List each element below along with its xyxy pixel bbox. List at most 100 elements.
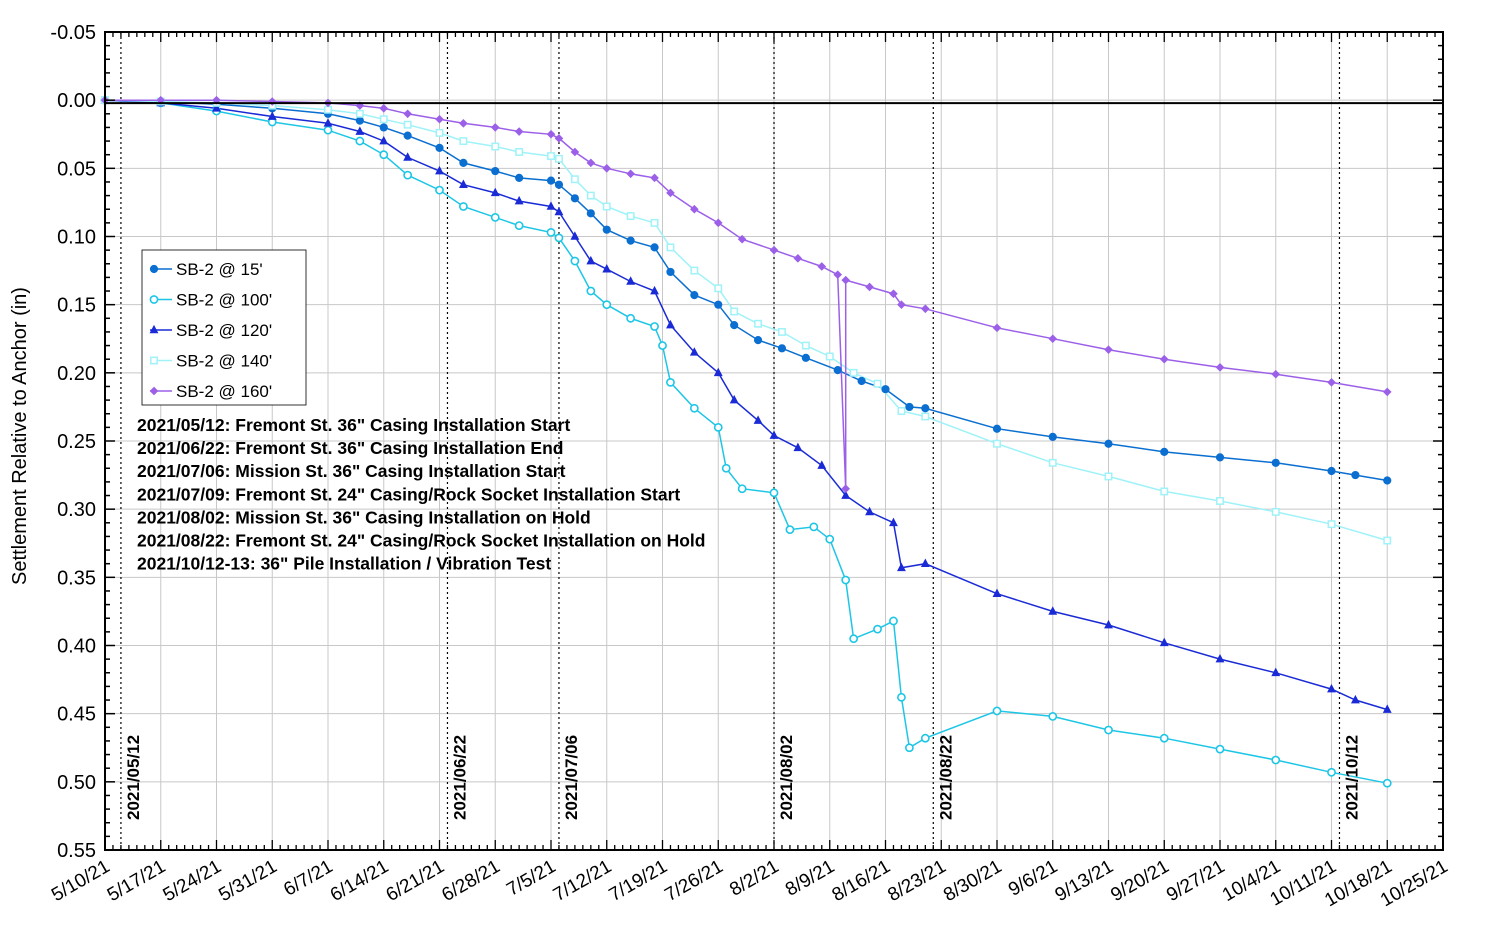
data-point [570,194,579,203]
data-point [690,291,699,300]
data-point [992,706,1002,716]
data-point [1271,369,1281,379]
data-point [713,422,723,432]
data-point [809,522,819,532]
data-point [889,289,898,299]
event-label: 2021/05/12 [124,735,143,820]
data-point [801,353,810,362]
legend-label: SB-2 @ 140' [176,352,272,371]
data-point [570,256,580,266]
data-point [267,111,277,120]
y-tick-labels: -0.05 0.00 0.05 0.10 0.15 0.20 0.25 0.30 0.35 0.4… [50,22,96,862]
legend-label: SB-2 @ 120' [176,321,272,340]
data-point [1216,497,1224,505]
data-point [459,158,468,167]
data-point [514,221,524,230]
data-point [897,562,906,572]
data-point [403,131,412,140]
data-point [1327,767,1336,777]
data-point [554,134,564,143]
data-point [729,394,739,404]
data-point [785,525,795,535]
legend-label: SB-2 @ 160' [176,382,272,401]
y-axis-title: Settlement Relative to Anchor (in) [9,287,31,585]
data-point [1271,458,1280,467]
y-tick-label: 0.50 [57,772,96,794]
data-point [491,166,500,176]
data-point [992,424,1002,433]
legend-box [141,249,307,406]
data-point [849,634,859,644]
data-point [1327,466,1336,476]
data-point [491,142,500,151]
data-point [626,313,636,323]
note-line: 2021/07/06: Mission St. 36" Casing Insta… [137,461,566,481]
data-point [149,324,159,334]
y-tick-label: -0.05 [50,22,96,44]
data-point [1327,378,1336,387]
data-point [1048,458,1057,467]
data-point [379,123,388,132]
data-point [1382,704,1392,713]
data-point [403,120,412,129]
data-point [554,233,564,243]
data-point [586,158,596,168]
data-point [1104,725,1113,735]
data-point [992,588,1002,597]
data-point [586,191,595,200]
data-point [817,262,827,271]
data-point [689,347,699,356]
data-point [1104,619,1113,629]
data-point [435,128,444,137]
data-point [650,285,659,295]
data-point [737,234,747,244]
data-point [689,403,699,413]
data-point [841,575,851,585]
data-point [586,255,596,265]
data-point [515,148,524,156]
data-point [570,175,579,184]
data-point [1350,694,1360,704]
data-point [1271,667,1281,677]
data-point [1159,733,1169,743]
data-point [435,185,444,195]
data-point [490,123,500,132]
data-point [1327,683,1336,693]
data-point [841,484,850,494]
y-tick-label: 0.35 [57,567,96,589]
data-point [1215,363,1225,372]
data-point [586,209,595,218]
data-point [769,488,779,498]
data-point [355,136,365,146]
data-point [920,558,930,567]
data-point [324,105,332,114]
data-point [626,276,636,285]
data-point [920,733,930,743]
data-point [849,368,858,377]
event-label: 2021/07/06 [562,735,581,820]
data-point [713,218,723,228]
data-point [1382,387,1392,397]
data-point [737,484,747,494]
data-point [546,176,556,185]
data-point [873,624,882,634]
data-point [1160,487,1169,496]
y-tick-label: 0.55 [57,840,96,862]
data-point [713,367,723,377]
data-point [323,125,333,135]
event-label: 2021/08/22 [936,735,955,820]
data-point [921,404,930,413]
data-point [1215,453,1225,462]
data-point [379,135,389,145]
event-label: 2021/06/22 [450,735,469,820]
data-point [554,180,564,189]
data-point [841,275,850,285]
data-point [1048,711,1058,721]
data-point [897,300,906,309]
data-point [379,115,388,124]
note-line: 2021/08/02: Mission St. 36" Casing Insta… [137,507,591,527]
data-point [865,282,874,292]
data-point [825,352,834,361]
y-tick-label: 0.00 [57,90,96,112]
data-point [490,213,500,222]
